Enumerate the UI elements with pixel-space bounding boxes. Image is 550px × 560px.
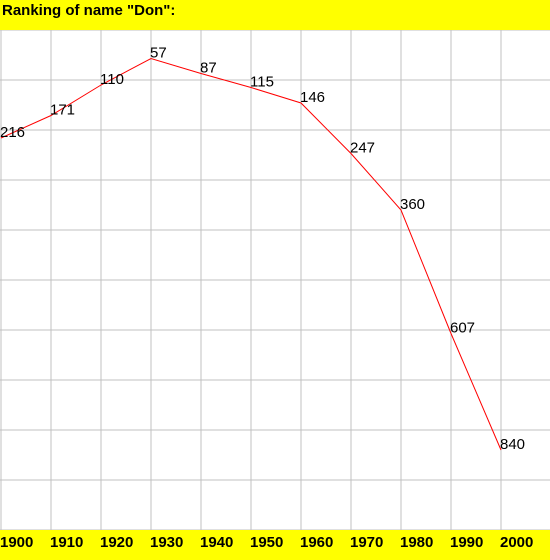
plot-area: 216 171 110 57 87 115 146 247 360 607 840 <box>0 30 550 530</box>
data-label: 216 <box>0 124 25 141</box>
data-label: 146 <box>300 89 325 106</box>
data-label: 87 <box>200 60 217 77</box>
data-label: 115 <box>250 74 274 91</box>
x-tick-label: 1980 <box>400 534 434 551</box>
x-tick-label: 1900 <box>0 534 34 551</box>
data-label: 57 <box>150 45 167 62</box>
data-label: 840 <box>500 436 525 453</box>
x-tick-label: 1950 <box>250 534 284 551</box>
chart-title: Ranking of name "Don": <box>2 2 176 19</box>
series-line <box>0 57 502 451</box>
x-tick-label: 1960 <box>300 534 334 551</box>
x-tick-label: 1930 <box>150 534 184 551</box>
x-tick-label: 1910 <box>50 534 84 551</box>
data-label: 110 <box>100 71 124 88</box>
x-tick-label: 1940 <box>200 534 234 551</box>
x-axis-bar: 1900 1910 1920 1930 1940 1950 1960 1970 1980 1990… <box>0 530 550 560</box>
title-bar: Ranking of name "Don": <box>0 0 550 30</box>
data-label: 360 <box>400 196 425 213</box>
x-tick-label: 2000 <box>500 534 534 551</box>
x-tick-label: 1920 <box>100 534 134 551</box>
grid <box>0 30 550 530</box>
data-label: 171 <box>50 102 75 119</box>
data-label: 247 <box>350 140 375 157</box>
data-label: 607 <box>450 320 475 337</box>
x-tick-label: 1990 <box>450 534 484 551</box>
x-tick-label: 1970 <box>350 534 384 551</box>
